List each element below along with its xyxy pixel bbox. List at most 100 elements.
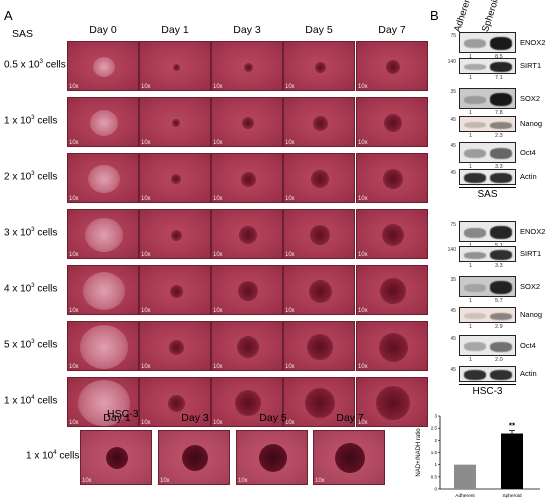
hsc3-blot-label: HSC-3 bbox=[459, 384, 516, 397]
micrograph-tile: 10x bbox=[67, 153, 139, 203]
mw-marker: 45 bbox=[450, 367, 456, 373]
y-tick-label: 2 bbox=[434, 438, 437, 443]
mw-marker: 45 bbox=[450, 336, 456, 342]
micrograph-tile: 10x bbox=[211, 41, 283, 91]
y-tick-label: 1 bbox=[434, 462, 437, 467]
cell-count-base: 5 x 10 bbox=[4, 339, 32, 351]
spheroid bbox=[379, 333, 407, 361]
hsc3-blot-enox2 bbox=[459, 221, 516, 242]
mw-marker: 75 bbox=[450, 33, 456, 39]
quant-spheroid: 2.0 bbox=[495, 357, 503, 363]
magnification-label: 10x bbox=[141, 196, 151, 202]
day-header: Day 1 bbox=[103, 412, 131, 424]
spheroid bbox=[182, 445, 208, 471]
quant-spheroid: 3.3 bbox=[495, 263, 503, 269]
spheroid bbox=[315, 62, 325, 72]
magnification-label: 10x bbox=[69, 252, 79, 258]
micrograph-tile: 10x bbox=[139, 265, 211, 315]
spheroid bbox=[312, 171, 328, 187]
dispersed-cells bbox=[93, 57, 115, 77]
quant-adherent: 1 bbox=[469, 263, 473, 269]
cell-count-base: 0.5 x 10 bbox=[4, 59, 40, 71]
quant-adherent: 1 bbox=[469, 164, 473, 170]
day-header: Day 3 bbox=[181, 412, 209, 424]
magnification-label: 10x bbox=[141, 420, 151, 426]
bar-spheroid bbox=[501, 433, 523, 489]
magnification-label: 10x bbox=[69, 420, 79, 426]
magnification-label: 10x bbox=[141, 140, 151, 146]
micrograph-tile: 10x bbox=[211, 321, 283, 371]
quant-adherent: 1 bbox=[469, 133, 473, 139]
micrograph-tile: 10x bbox=[356, 321, 428, 371]
quant-adherent: 1 bbox=[469, 357, 473, 363]
day-header: Day 1 bbox=[161, 24, 189, 36]
quant-spheroid: 7.1 bbox=[495, 75, 503, 81]
micrograph-tile: 10x bbox=[283, 153, 355, 203]
sas-blot-enox2 bbox=[459, 32, 516, 53]
micrograph-tile: 10x bbox=[139, 209, 211, 259]
spheroid bbox=[244, 63, 252, 71]
quant-adherent: 1 bbox=[469, 54, 473, 60]
quant-spheroid: 3.3 bbox=[495, 164, 503, 170]
magnification-label: 10x bbox=[358, 420, 368, 426]
protein-band bbox=[464, 122, 486, 128]
micrograph-tile: 10x bbox=[139, 377, 211, 427]
protein-label: Actin bbox=[520, 369, 537, 378]
sas-blot-nanog bbox=[459, 116, 516, 132]
day-header: Day 3 bbox=[233, 24, 261, 36]
magnification-label: 10x bbox=[69, 364, 79, 370]
protein-band bbox=[490, 370, 512, 380]
protein-band bbox=[490, 281, 512, 294]
hsc3-blot-oct4 bbox=[459, 335, 516, 356]
magnification-label: 10x bbox=[213, 308, 223, 314]
micrograph-tile: 10x bbox=[356, 377, 428, 427]
row-cell-count-label: 2 x 103 cells bbox=[4, 171, 57, 182]
spheroid bbox=[308, 335, 332, 359]
cell-count-base: 1 x 10 bbox=[26, 450, 54, 462]
cell-count-exponent: 3 bbox=[31, 227, 35, 233]
dispersed-cells bbox=[90, 110, 118, 136]
spheroid bbox=[168, 395, 184, 411]
mw-marker: 35 bbox=[450, 89, 456, 95]
mw-marker: 45 bbox=[450, 117, 456, 123]
spheroid bbox=[106, 447, 128, 469]
protein-band bbox=[464, 251, 486, 259]
dispersed-cells bbox=[78, 379, 130, 426]
day-header: Day 0 bbox=[89, 24, 117, 36]
magnification-label: 10x bbox=[69, 196, 79, 202]
spheroid bbox=[169, 340, 183, 354]
micrograph-tile: 10x bbox=[211, 377, 283, 427]
protein-band bbox=[464, 283, 486, 292]
dispersed-cells bbox=[80, 325, 128, 369]
micrograph-tile: 10x bbox=[283, 377, 355, 427]
magnification-label: 10x bbox=[141, 252, 151, 258]
protein-band bbox=[490, 312, 512, 320]
y-tick-label: 1.5 bbox=[431, 450, 438, 455]
y-tick-label: 3 bbox=[434, 414, 437, 419]
mw-marker: 140 bbox=[447, 59, 456, 65]
row-cell-count-label: 5 x 103 cells bbox=[4, 339, 57, 350]
cell-count-base: 1 x 10 bbox=[4, 395, 32, 407]
row-cell-count-label: 4 x 103 cells bbox=[4, 283, 57, 294]
panel-c-bar-chart: 0 0.5 1 1.5 2 2.5 3 NAD+/NADH ratio Adherent Sphe… bbox=[416, 414, 540, 499]
day-header: Day 5 bbox=[305, 24, 333, 36]
magnification-label: 10x bbox=[285, 420, 295, 426]
micrograph-tile: 10x bbox=[67, 97, 139, 147]
micrograph-tile: 10x bbox=[67, 41, 139, 91]
hsc3-blot-sirt1 bbox=[459, 246, 516, 262]
cell-count-base: 3 x 10 bbox=[4, 227, 32, 239]
micrograph-tile: 10x bbox=[356, 265, 428, 315]
cell-count-unit: cells bbox=[34, 395, 58, 407]
cell-count-unit: cells bbox=[34, 283, 58, 295]
magnification-label: 10x bbox=[213, 364, 223, 370]
spheroid bbox=[173, 64, 179, 70]
micrograph-tile: 10x bbox=[236, 430, 308, 485]
cell-count-exponent: 3 bbox=[31, 171, 35, 177]
micrograph-tile: 10x bbox=[356, 97, 428, 147]
quant-spheroid: 7.8 bbox=[495, 110, 503, 116]
magnification-label: 10x bbox=[213, 140, 223, 146]
mw-marker: 45 bbox=[450, 143, 456, 149]
magnification-label: 10x bbox=[160, 478, 170, 484]
y-tick-label: 0 bbox=[434, 487, 437, 492]
spheroid bbox=[171, 230, 181, 240]
